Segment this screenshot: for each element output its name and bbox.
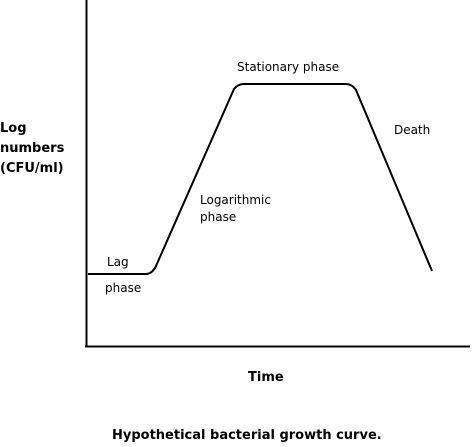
log-phase-label-line-2: phase (200, 210, 237, 224)
lag-phase-label-line-1: Lag (107, 255, 129, 269)
lag-phase-label-line-2: phase (105, 281, 142, 295)
y-axis-label-line-3: (CFU/ml) (0, 161, 64, 176)
x-axis-label: Time (248, 370, 284, 385)
y-axis-label-line-1: Log (0, 121, 27, 136)
death-phase-label: Death (394, 123, 431, 137)
log-phase-label-line-1: Logarithmic (200, 193, 271, 207)
figure-caption: Hypothetical bacterial growth curve. (112, 428, 382, 443)
stationary-phase-label: Stationary phase (237, 60, 340, 74)
y-axis-label-line-2: numbers (0, 141, 65, 156)
growth-curve (88, 83, 433, 275)
